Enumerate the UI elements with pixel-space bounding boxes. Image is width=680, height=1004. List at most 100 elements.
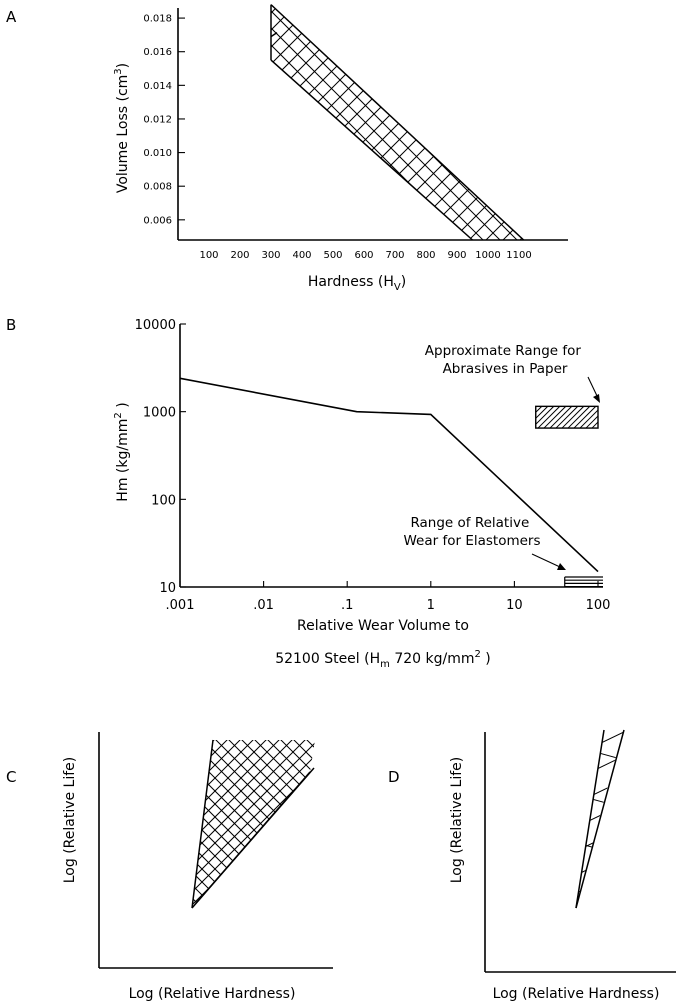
panel-a-hatch-line (651, 0, 680, 245)
panel-a-hatch-line (634, 0, 680, 245)
panel-a-hatch-line (344, 4, 524, 241)
panel-a-hatch-line (480, 4, 524, 241)
panel-a-hatch-line (668, 0, 680, 245)
panel-c-hatch-line (341, 735, 518, 912)
panel-a-x-tick-label: 200 (230, 250, 249, 261)
panel-a-y-tick-label: 0.016 (143, 47, 172, 58)
panel-b-x-tick-label: 1 (427, 598, 435, 613)
panel-b-x-tick-label: 100 (586, 598, 611, 613)
panel-c-hatch-line (406, 735, 583, 912)
panel-a-hatch-line (361, 4, 524, 241)
abrasives-hatch-line (535, 406, 543, 414)
panel-a-hatch-line (395, 4, 524, 241)
panel-b-wear-curve (179, 377, 599, 573)
panel-a-hatch-line (271, 4, 438, 241)
panel-a-hatch-line (497, 4, 524, 241)
panel-c-hatch-line (497, 735, 674, 912)
panel-c-hatch-line (380, 735, 557, 912)
panel-a-hatch-line (271, 4, 404, 241)
panel-c-hatch-line (380, 735, 557, 912)
abrasives-box-outline (535, 405, 599, 429)
panel-a-hatch-line (293, 4, 524, 241)
abrasives-hatch-line (573, 406, 597, 429)
panel-c-hatch-line (471, 735, 648, 912)
abrasives-arrowhead (593, 394, 600, 403)
panel-a-hatch-line (276, 4, 523, 241)
panel-b-x-label-line1: Relative Wear Volume to (297, 618, 469, 634)
elastomers-range-box (564, 576, 603, 588)
panel-a-x-tick-label: 1100 (506, 250, 531, 261)
panel-b-ticks: .001 .01 .1 1 10 100 10 100 1000 10000 (135, 318, 611, 613)
panel-c-hatch-line (288, 740, 315, 908)
panel-c-hatch-line (406, 735, 583, 912)
panel-a-x-tick-label: 100 (199, 250, 218, 261)
panel-a-hatch-line (271, 4, 506, 241)
abrasives-hatch-line (604, 406, 626, 428)
panel-c-hatch-line (471, 735, 648, 912)
panel-a-hatch-line (395, 4, 524, 241)
panel-b-x-label-line2: 52100 Steel (Hm 720 kg/mm2 ) (275, 649, 491, 670)
panel-c-hatch-line (197, 740, 315, 908)
abrasives-hatch-line (579, 409, 599, 429)
panel-a-hatch-line (617, 0, 680, 245)
elastomers-range-label: Range of Relative Wear for Elastomers (403, 515, 540, 549)
panel-c-hatch-line (3, 735, 180, 912)
panel-a-hatch-line (480, 4, 524, 241)
panel-c-hatch-line (445, 735, 622, 912)
panel-a-hatch-line (378, 4, 524, 241)
panel-a-hatch-line (446, 4, 524, 241)
panel-c-hatch-line (210, 740, 315, 908)
panel-a-hatch-line (583, 0, 680, 245)
abrasives-hatch-line (555, 406, 579, 429)
abrasives-hatch-line (616, 406, 638, 428)
panel-c-hatch-line (236, 740, 315, 908)
panel-c-hatch-line (419, 735, 596, 912)
abrasives-hatch (535, 406, 638, 429)
panel-a-y-tick-label: 0.018 (143, 14, 172, 25)
panel-a-hatch-line (532, 0, 680, 245)
panel-a-x-tick-label: 700 (385, 250, 404, 261)
panel-c-hatch-line (192, 740, 194, 908)
panel-c-y-label: Log (Relative Life) (62, 757, 78, 884)
abrasives-hatch-line (585, 415, 599, 429)
panel-c-hatch-line (328, 735, 505, 912)
panel-a-band-upper-edge (270, 4, 525, 241)
panel-b-letter: B (6, 316, 16, 334)
panel-a-hatch-line (361, 4, 524, 241)
panel-a-hatch-line (668, 0, 680, 245)
panel-a-hatch-line (549, 0, 680, 245)
panel-a-y-ticks: 0.006 0.008 0.010 0.012 0.014 0.016 0.018 (143, 14, 185, 226)
panel-a-hatch-line (327, 4, 524, 241)
panel-a-x-tick-label: 300 (261, 250, 280, 261)
elastomers-arrow (531, 553, 561, 568)
panel-c-hatch-line (249, 740, 315, 908)
panel-a-hatch-line (600, 0, 680, 245)
panel-a-hatch-line (429, 4, 524, 241)
panel-d-band-right-edge (575, 729, 625, 909)
panel-b: B .001 .01 .1 1 10 100 10 100 1000 10000 Approxim… (6, 316, 638, 670)
panel-a-hatch-line (310, 4, 524, 241)
panel-c-hatch-line (192, 740, 259, 908)
elastomers-arrowhead (557, 563, 566, 570)
panel-a-hatch-line (271, 4, 472, 241)
panel-a-hatch-line (514, 4, 524, 241)
panel-c-hatch-line (354, 735, 531, 912)
panel-d-hatch-line (576, 801, 624, 831)
panel-c-hatch-line (192, 740, 207, 908)
panel-a-hatch-line (412, 4, 524, 241)
panel-b-y-tick-label: 1000 (143, 406, 176, 421)
panel-a-x-tick-label: 800 (416, 250, 435, 261)
panel-a-hatch-line (566, 0, 680, 245)
panel-d-letter: D (388, 768, 400, 786)
panel-b-y-label: Hm (kg/mm2 ) (113, 402, 131, 501)
panel-c-hatch-line (484, 735, 661, 912)
panel-a-hatch-line (271, 4, 421, 241)
panel-b-x-tick-label: .1 (341, 598, 353, 613)
panel-a-hatch-line (271, 4, 336, 241)
panel-d-hatch-line (576, 849, 624, 879)
panel-a-hatch-line (497, 4, 524, 241)
abrasives-hatch-line (610, 406, 632, 428)
panel-c-hatch-line (192, 740, 207, 908)
panel-a-y-tick-label: 0.014 (143, 81, 172, 92)
